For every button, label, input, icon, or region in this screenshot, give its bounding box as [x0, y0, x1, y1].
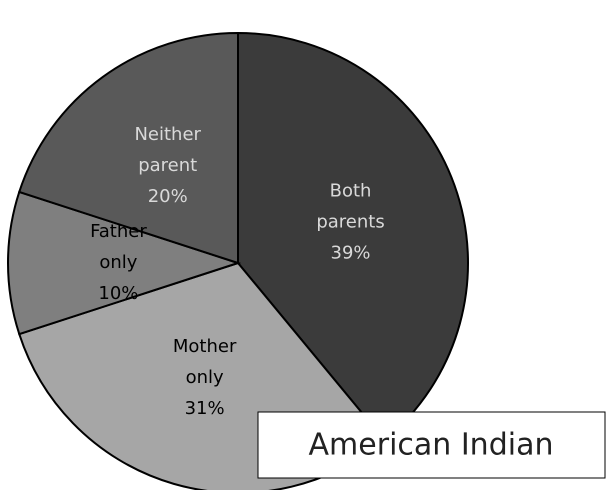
label-line: parents: [316, 211, 384, 232]
label-line: only: [186, 367, 224, 388]
label-line: parent: [138, 155, 197, 176]
slice-label: Mother only: [173, 336, 237, 388]
pie-slice: [7, 190, 242, 336]
chart-title: American Indian: [309, 428, 554, 463]
label-line: only: [99, 252, 137, 273]
label-line: Mother: [173, 336, 237, 357]
pie-slice: [237, 31, 469, 442]
slice-label: Both parents: [316, 180, 384, 232]
value-label: 39%: [331, 242, 371, 263]
value-label: 31%: [185, 398, 225, 419]
label-line: Father: [90, 221, 147, 242]
label-line: Neither: [134, 124, 201, 145]
label-line: Both: [330, 180, 372, 201]
pie-slice: [17, 31, 239, 265]
value-label: 20%: [148, 186, 188, 207]
value-label: 10%: [98, 283, 138, 304]
slice-label: Neither parent: [134, 124, 201, 176]
slice-label: Father only: [90, 221, 147, 273]
title-box: [257, 411, 606, 479]
